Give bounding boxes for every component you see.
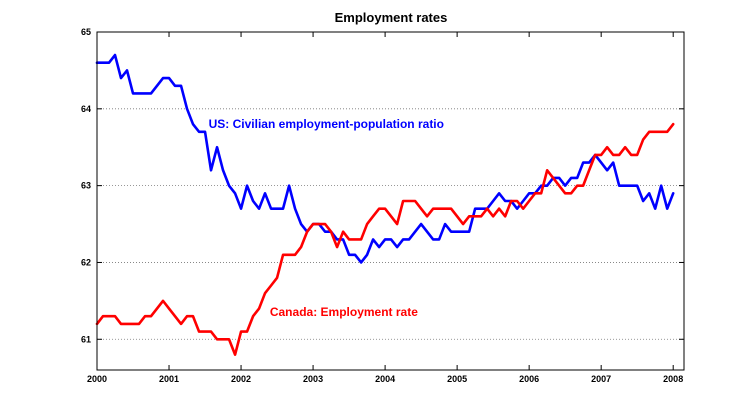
x-tick-label: 2007 bbox=[591, 374, 611, 384]
y-tick-label: 63 bbox=[81, 181, 91, 191]
series-line-us bbox=[95, 53, 675, 264]
y-tick-label: 64 bbox=[81, 104, 91, 114]
x-tick-label: 2000 bbox=[87, 374, 107, 384]
series-annotations: US: Civilian employment-population ratio… bbox=[209, 117, 444, 319]
series-line-canada bbox=[95, 122, 675, 356]
axis-ticks: 61 62 63 64 65 2000 2001 2002 2003 2004 2005 2006 20… bbox=[81, 27, 684, 384]
plot-frame bbox=[96, 31, 685, 371]
series-annotation-canada: Canada: Employment rate bbox=[270, 305, 418, 319]
y-tick-label: 65 bbox=[81, 27, 91, 37]
x-tick-label: 2001 bbox=[159, 374, 179, 384]
x-tick-label: 2003 bbox=[303, 374, 323, 384]
y-tick-label: 62 bbox=[81, 257, 91, 267]
x-tick-label: 2002 bbox=[231, 374, 251, 384]
series-annotation-us: US: Civilian employment-population ratio bbox=[209, 117, 444, 131]
series-lines bbox=[95, 53, 675, 356]
x-tick-label: 2006 bbox=[519, 374, 539, 384]
chart-title: Employment rates bbox=[335, 10, 448, 25]
x-tick-label: 2005 bbox=[447, 374, 467, 384]
x-tick-label: 2004 bbox=[375, 374, 395, 384]
x-tick-label: 2008 bbox=[663, 374, 683, 384]
y-tick-label: 61 bbox=[81, 334, 91, 344]
